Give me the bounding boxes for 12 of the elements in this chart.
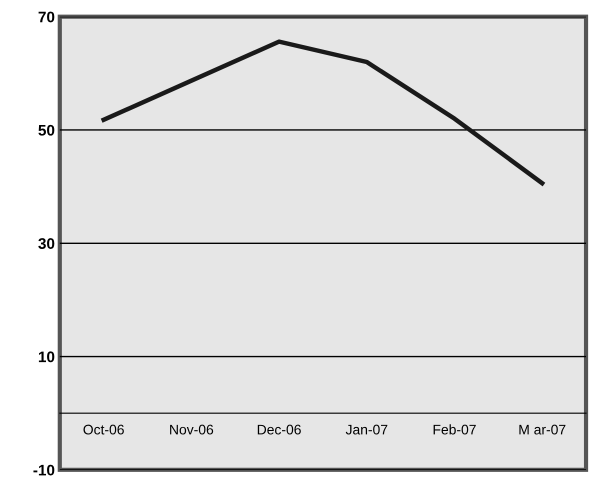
- x-tick-label: Feb-07: [434, 424, 476, 435]
- line-series: [101, 39, 544, 186]
- x-tick-label: Nov-06: [170, 424, 214, 435]
- y-tick-label: -10: [33, 464, 54, 476]
- x-tick-label: Jan-07: [346, 424, 388, 435]
- x-tick-label: Dec-06: [258, 424, 301, 435]
- y-tick-label: 10: [38, 351, 54, 362]
- y-tick-label: 70: [38, 12, 54, 22]
- y-tick-label: 50: [38, 124, 54, 136]
- y-tick-label: 30: [38, 238, 54, 249]
- x-tick-label: M ar-07: [519, 424, 566, 435]
- x-tick-label: Oct-06: [83, 424, 124, 435]
